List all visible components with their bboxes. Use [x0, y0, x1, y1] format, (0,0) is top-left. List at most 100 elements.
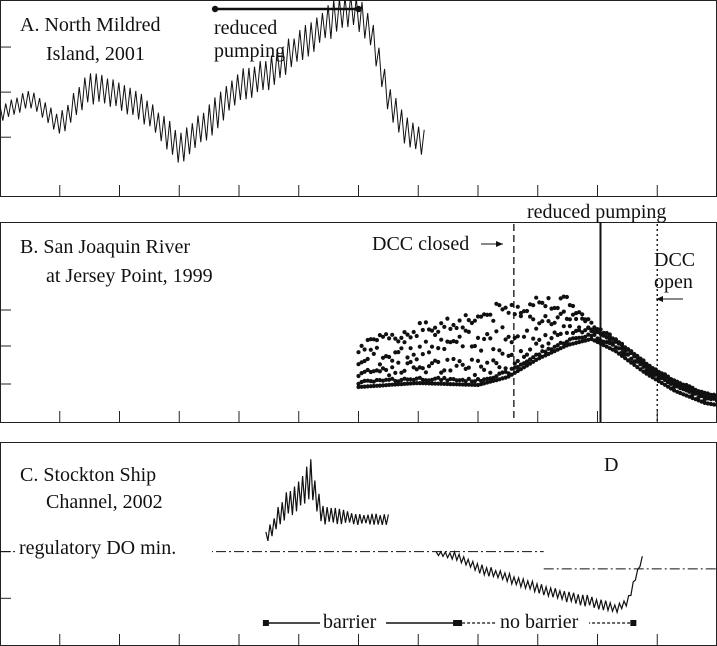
panel-b-annotation-open: open [654, 271, 693, 293]
scatter-point [506, 310, 511, 315]
scatter-point [711, 402, 717, 407]
scatter-point [479, 314, 484, 319]
scatter-point [387, 382, 392, 387]
scatter-point [454, 378, 459, 383]
scatter-point [644, 362, 649, 367]
scatter-point [420, 327, 425, 333]
scatter-point [454, 382, 459, 387]
panel-a-series-line [0, 0, 425, 163]
scatter-point [531, 336, 536, 341]
scatter-point [436, 375, 441, 380]
scatter-point [543, 349, 548, 354]
scatter-point [662, 382, 668, 387]
scatter-point [577, 335, 582, 340]
scatter-point [439, 337, 444, 342]
scatter-point [429, 328, 435, 333]
scatter-point [494, 374, 499, 379]
panel-c-regulatory-label-bg [16, 533, 212, 559]
panel-c-title: C. Stockton Ship [20, 464, 156, 486]
scatter-point [396, 360, 401, 365]
scatter-point [524, 359, 530, 364]
scatter-point [570, 312, 576, 317]
scatter-point [583, 328, 588, 333]
scatter-point [377, 369, 382, 374]
scatter-point [402, 330, 407, 335]
scatter-point [531, 303, 536, 308]
scatter-point [479, 348, 484, 353]
panel-c-no-barrier-label: no barrier [500, 611, 579, 633]
scatter-point [460, 325, 465, 330]
scatter-point [362, 358, 367, 364]
scatter-point [411, 365, 416, 370]
scatter-point [390, 376, 395, 381]
scatter-point [362, 369, 367, 374]
scatter-point [485, 332, 490, 337]
scatter-point [534, 295, 539, 300]
scatter-point [549, 347, 554, 352]
scatter-point [451, 322, 456, 328]
scatter-point [540, 319, 545, 324]
scatter-point [632, 352, 637, 357]
panel-b-annotation-dcc: DCC [654, 249, 695, 271]
scatter-point [448, 326, 453, 331]
scatter-point [635, 365, 640, 370]
scatter-point [420, 381, 425, 386]
scatter-point [454, 339, 459, 344]
scatter-point [574, 316, 579, 322]
scatter-point [436, 329, 441, 334]
scatter-point [380, 334, 386, 339]
scatter-point [488, 336, 493, 341]
scatter-point [561, 324, 566, 329]
scatter-point [659, 380, 664, 386]
scatter-point [466, 365, 471, 370]
scatter-point [384, 367, 389, 373]
scatter-point [475, 358, 481, 363]
scatter-point [387, 354, 392, 360]
scatter-point [521, 309, 527, 314]
scatter-point [387, 336, 392, 341]
scatter-point [561, 341, 566, 346]
scatter-point [702, 393, 707, 398]
scatter-point [374, 338, 379, 343]
scatter-point [561, 294, 566, 299]
scatter-point [426, 350, 432, 355]
scatter-point [515, 368, 520, 374]
scatter-point [436, 346, 441, 351]
scatter-point [528, 314, 533, 319]
scatter-point [399, 370, 404, 375]
scatter-point [414, 381, 419, 386]
scatter-point [439, 378, 444, 383]
scatter-point [374, 377, 379, 383]
scatter-point [509, 340, 514, 345]
scatter-point [503, 366, 508, 371]
scatter-point [534, 352, 539, 357]
scatter-point [466, 382, 471, 387]
scatter-point [365, 367, 370, 373]
scatter-point [393, 336, 398, 341]
scatter-point [524, 328, 530, 333]
scatter-point [518, 310, 524, 316]
scatter-point [558, 296, 563, 301]
scatter-point [417, 381, 422, 386]
scatter-point [561, 309, 566, 314]
scatter-point [506, 334, 511, 339]
scatter-point [390, 382, 395, 387]
scatter-point [365, 384, 370, 389]
panel-a-annotation-reduced: reduced [214, 17, 277, 39]
scatter-point [491, 375, 496, 380]
scatter-point [570, 330, 576, 336]
scatter-point [577, 310, 582, 315]
scatter-point [531, 317, 536, 322]
scatter-point [368, 337, 373, 342]
scatter-point [552, 344, 557, 349]
scatter-point [632, 362, 637, 367]
scatter-point [436, 381, 441, 386]
scatter-point [457, 378, 462, 383]
scatter-point [469, 357, 474, 362]
scatter-point [439, 381, 444, 386]
scatter-point [433, 332, 438, 338]
reduced-pumping-bar-start [211, 5, 219, 13]
scatter-point [595, 336, 600, 341]
scatter-point [601, 330, 606, 335]
scatter-point [491, 358, 496, 363]
